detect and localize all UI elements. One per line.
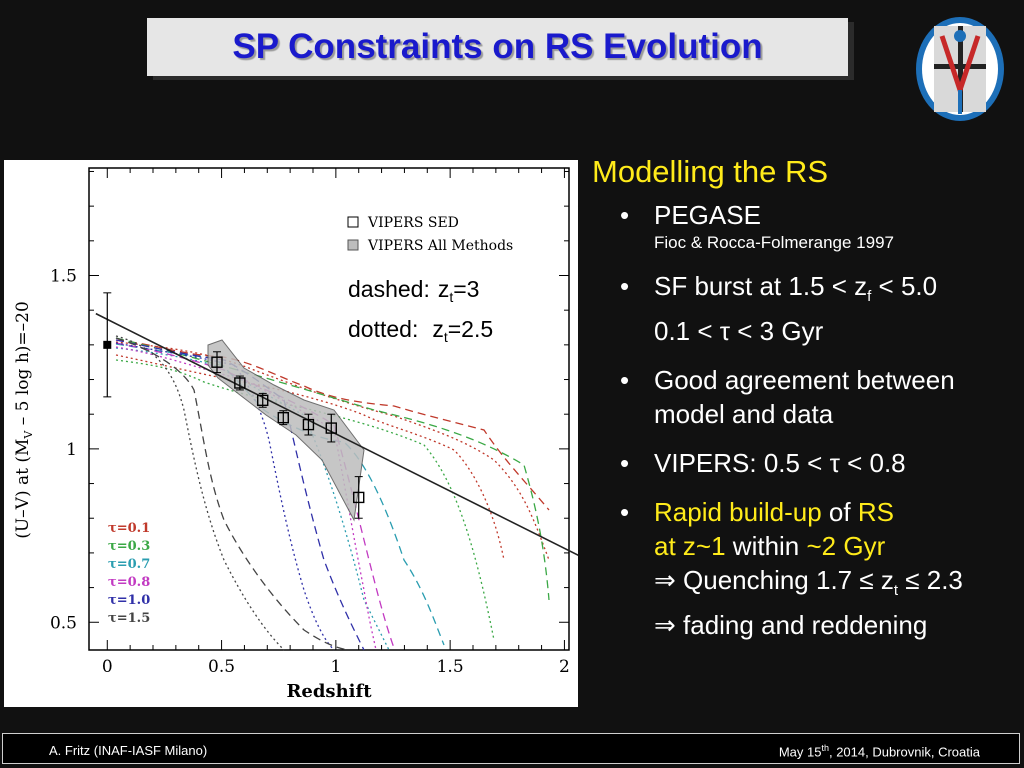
bullet-rapid-buildup: • Rapid build-up of RS at z~1 within ~2 … [620, 497, 963, 641]
y-tick-labels: 0.5 1 1.5 [50, 266, 77, 633]
legend-sed-marker [347, 216, 359, 228]
x-tick-label: 1.5 [437, 657, 464, 677]
axis-ticks [89, 168, 569, 650]
model-curve [115, 339, 550, 511]
x-tick-label: 1 [330, 657, 341, 677]
sed-point [302, 418, 315, 431]
section-heading: Modelling the RS [592, 154, 829, 189]
y-tick-label: 0.5 [50, 613, 77, 633]
bullet-sf-burst: • SF burst at 1.5 < zf < 5.0 0.1 < τ < 3… [620, 271, 938, 347]
bullet-pegase: • PEGASE Fioc & Rocca-Folmerange 1997 [592, 198, 1017, 254]
tau-legend-item: τ=1.0 [108, 593, 150, 608]
footer-date-location: May 15th, 2014, Dubrovnik, Croatia [778, 743, 980, 760]
bullet-panel: Modelling the RS • PEGASE Fioc & Rocca-F… [592, 154, 1017, 657]
vipers-logo-icon [916, 17, 1004, 121]
citation: Fioc & Rocca-Folmerange 1997 [654, 233, 895, 252]
footer-bar: A. Fritz (INAF-IASF Milano) May 15th, 20… [2, 733, 1020, 764]
sed-point [353, 491, 365, 504]
x-tick-labels: 0 0.5 1 1.5 2 [102, 657, 570, 677]
sed-point [325, 422, 337, 434]
tau-legend-item: τ=0.1 [108, 521, 150, 536]
model-curve [115, 337, 350, 651]
data-markers [103, 292, 365, 519]
sed-point [211, 356, 223, 368]
sed-point [257, 394, 269, 407]
y-axis-label: (U–V) at (MV – 5 log h)=–20 [13, 301, 35, 539]
model-curve [115, 341, 550, 561]
rs-evolution-figure: 0.5 1 1.5 0 0.5 1 1.5 2 VIPERS SED VIPERS All … [4, 160, 578, 707]
sed-point [234, 377, 246, 389]
bullet-list: • PEGASE Fioc & Rocca-Folmerange 1997 • … [592, 198, 1017, 642]
tau-legend: τ=0.1 τ=0.3 τ=0.7 τ=0.8 τ=1.0 τ=1.5 [108, 521, 150, 626]
tau-legend-item: τ=1.5 [108, 611, 150, 626]
tau-legend-item: τ=0.8 [108, 575, 150, 590]
tau-legend-item: τ=0.7 [108, 557, 150, 572]
vipers-all-methods-band [207, 339, 365, 522]
x-tick-label: 0 [102, 657, 113, 677]
annotation-dotted: dotted: zt=2.5 [348, 316, 493, 345]
y-tick-label: 1.5 [50, 266, 77, 286]
title-box: SP Constraints on RS Evolution [147, 18, 848, 76]
y-tick-label: 1 [66, 440, 77, 460]
x-tick-label: 2 [559, 657, 570, 677]
legend-all-marker [347, 239, 359, 251]
model-curve [115, 342, 335, 651]
bullet-agreement: • Good agreement between model and data [620, 365, 955, 430]
model-curve [115, 335, 285, 651]
footer-author: A. Fritz (INAF-IASF Milano) [49, 743, 208, 758]
legend-sed-label: VIPERS SED [367, 215, 459, 231]
tau-legend-item: τ=0.3 [108, 539, 150, 554]
legend-all-label: VIPERS All Methods [367, 238, 513, 254]
sed-point [277, 411, 289, 424]
fit-line [95, 312, 578, 557]
model-curve [115, 354, 505, 561]
slide-title: SP Constraints on RS Evolution [232, 27, 763, 66]
annotation-dashed: dashed: zt=3 [348, 276, 479, 305]
x-axis-label: Redshift [286, 681, 372, 702]
local-point [103, 340, 112, 349]
bullet-vipers: • VIPERS: 0.5 < τ < 0.8 [620, 448, 906, 479]
x-tick-label: 0.5 [208, 657, 235, 677]
rs-evolution-plot: 0.5 1 1.5 0 0.5 1 1.5 2 VIPERS SED VIPERS All … [13, 167, 578, 702]
